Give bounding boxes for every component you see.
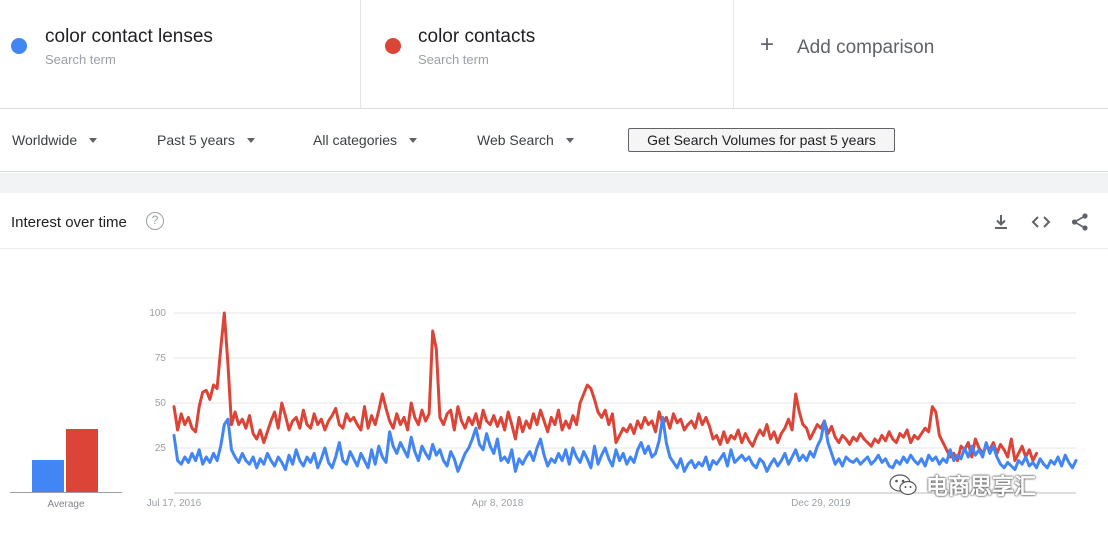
y-tick-label-50: 50 [155, 398, 167, 409]
help-circle-icon[interactable]: ? [146, 212, 164, 230]
plus-icon: + [760, 31, 775, 58]
y-tick-label-100: 100 [149, 308, 166, 319]
filter-bar: Worldwide Past 5 years All categories We… [0, 110, 1108, 172]
y-tick-label-25: 25 [155, 443, 167, 454]
interest-line-chart[interactable]: 100 75 50 25 Jul 17, 2016 Apr 8, 2018 Dec 29, … [140, 300, 1080, 515]
term-header: color contact lenses Search term color c… [0, 0, 1108, 109]
card-title: Interest over time [11, 214, 127, 231]
search-volumes-button[interactable]: Get Search Volumes for past 5 years [628, 128, 895, 152]
average-bar-color-contacts[interactable] [66, 429, 98, 492]
region-label: Worldwide [12, 132, 78, 148]
chevron-down-icon [89, 137, 98, 143]
category-label: All categories [313, 132, 398, 148]
add-comparison-button[interactable]: + Add comparison [734, 0, 1108, 109]
x-tick-label-1: Apr 8, 2018 [472, 498, 524, 509]
term-type-1: Search term [45, 52, 116, 67]
search-type-dropdown[interactable]: Web Search [477, 132, 574, 148]
region-dropdown[interactable]: Worldwide [12, 132, 98, 148]
watermark-text: 电商思享汇 [926, 475, 1037, 500]
series-color-dot-red [385, 38, 401, 54]
term-name-2[interactable]: color contacts [418, 26, 536, 47]
y-tick-label-75: 75 [155, 353, 167, 364]
share-icon[interactable] [1069, 211, 1091, 233]
category-dropdown[interactable]: All categories [313, 132, 418, 148]
x-tick-label-2: Dec 29, 2019 [791, 498, 851, 509]
wechat-logo-icon [889, 474, 917, 496]
embed-code-icon[interactable] [1030, 211, 1052, 233]
average-label: Average [47, 499, 85, 510]
watermark: 电商思享汇 [888, 470, 1036, 500]
chevron-down-icon [409, 137, 418, 143]
chevron-down-icon [565, 137, 574, 143]
search-type-label: Web Search [477, 132, 554, 148]
chevron-down-icon [246, 137, 255, 143]
average-baseline [10, 492, 122, 493]
series-line-color-contacts[interactable] [172, 311, 1038, 463]
period-dropdown[interactable]: Past 5 years [157, 132, 255, 148]
period-label: Past 5 years [157, 132, 235, 148]
section-gap [0, 173, 1108, 193]
term-name-1[interactable]: color contact lenses [45, 26, 213, 47]
series-color-dot-blue [11, 38, 27, 54]
term-card-2[interactable]: color contacts Search term [361, 0, 734, 109]
interest-over-time-card: Interest over time ? [0, 193, 1108, 534]
series-line-color-contact-lenses[interactable] [172, 415, 1078, 473]
add-comparison-label: Add comparison [797, 37, 935, 58]
card-divider [0, 248, 1108, 249]
download-icon[interactable] [990, 211, 1012, 233]
average-bar-color-contact-lenses[interactable] [32, 460, 64, 492]
term-card-1[interactable]: color contact lenses Search term [0, 0, 361, 109]
x-tick-label-0: Jul 17, 2016 [147, 498, 202, 509]
average-bars: Average [10, 400, 122, 510]
term-type-2: Search term [418, 52, 489, 67]
